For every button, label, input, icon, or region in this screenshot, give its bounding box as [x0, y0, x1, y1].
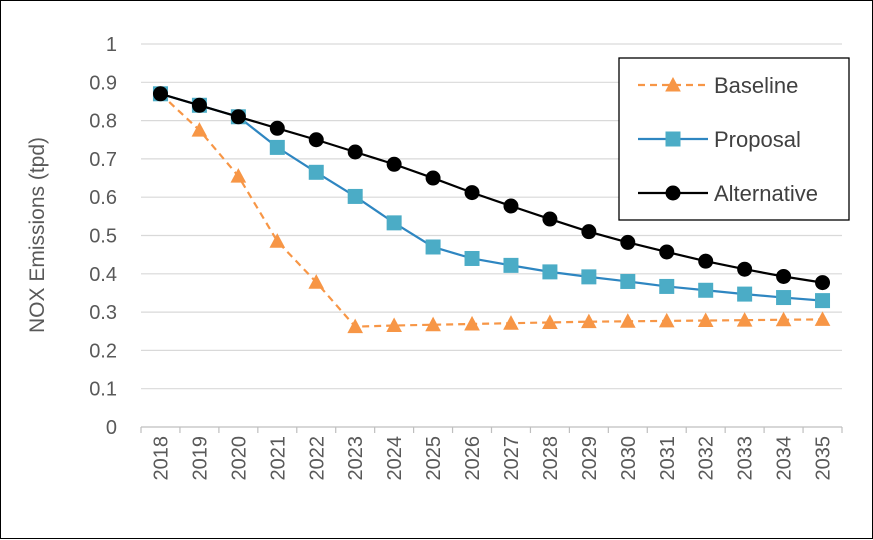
data-point: [386, 215, 402, 231]
y-tick-labels: 0 0.1 0.2 0.3 0.4 0.5 0.6 0.7 0.8 0.9 1: [89, 34, 117, 439]
data-point: [581, 313, 597, 329]
data-point: [775, 311, 792, 327]
data-point: [736, 312, 753, 327]
data-point: [737, 286, 753, 302]
data-point: [503, 198, 519, 214]
data-point: [620, 234, 636, 250]
data-point: [737, 261, 753, 277]
data-point: [619, 313, 636, 328]
data-point: [503, 315, 519, 330]
data-point: [269, 233, 286, 248]
legend-marker: [665, 76, 681, 92]
legend-label: Baseline: [714, 73, 798, 98]
y-tick-label: 0.6: [89, 187, 117, 209]
x-tick-label: 2022: [306, 436, 328, 481]
x-tick-label: 2033: [735, 436, 757, 481]
data-point: [347, 144, 363, 160]
x-tick-label: 2020: [228, 436, 250, 481]
y-axis-label: NOX Emissions (tpd): [26, 137, 49, 333]
legend-marker: [665, 185, 681, 201]
data-point: [658, 312, 675, 328]
data-point: [308, 132, 324, 148]
x-tick-label: 2026: [462, 436, 484, 481]
y-tick-label: 0.4: [89, 264, 117, 286]
data-point: [152, 86, 168, 102]
x-tick-label: 2024: [384, 436, 406, 481]
data-point: [776, 268, 792, 284]
x-tick-label: 2029: [579, 436, 601, 481]
data-point: [386, 317, 402, 333]
x-tick-label: 2027: [501, 436, 523, 481]
y-tick-label: 0.2: [89, 340, 117, 362]
data-point: [581, 224, 597, 240]
data-point: [659, 244, 675, 260]
data-point: [697, 312, 714, 328]
legend-label: Proposal: [714, 127, 801, 152]
data-point: [425, 316, 441, 332]
data-point: [230, 109, 246, 125]
data-point: [776, 290, 792, 306]
x-tick-labels: 2018 2019 2020 2021 2022 2023 2024 2025 2026 2027…: [140, 427, 843, 481]
x-tick-label: 2018: [150, 436, 172, 481]
data-point: [269, 120, 285, 136]
data-point: [581, 269, 597, 285]
x-tick-label: 2031: [657, 436, 679, 481]
x-tick-label: 2019: [189, 436, 211, 481]
y-tick-label: 0.5: [89, 226, 117, 248]
data-point: [464, 185, 480, 201]
x-tick-label: 2023: [345, 436, 367, 481]
legend-entry: Proposal: [638, 127, 801, 152]
data-point: [542, 264, 558, 280]
data-point: [308, 164, 324, 180]
x-tick-label: 2035: [813, 436, 835, 481]
x-tick-label: 2030: [618, 436, 640, 481]
series-line: [159, 92, 823, 328]
data-point: [269, 139, 285, 155]
legend-label: Alternative: [714, 181, 818, 206]
data-point: [308, 274, 325, 289]
data-point: [425, 239, 441, 255]
data-point: [814, 311, 831, 326]
data-point: [191, 97, 207, 113]
data-point: [542, 211, 558, 227]
data-point: [698, 253, 714, 269]
legend: Baseline Proposal Alternative: [618, 57, 850, 221]
data-point: [347, 188, 363, 204]
data-point: [620, 273, 636, 289]
x-tick-label: 2025: [423, 436, 445, 481]
y-tick-label: 0.1: [89, 379, 117, 401]
x-tick-label: 2032: [696, 436, 718, 481]
legend-entry: Alternative: [638, 181, 818, 206]
data-point: [464, 315, 480, 331]
data-point: [659, 278, 675, 294]
y-tick-label: 0: [106, 417, 117, 439]
y-tick-label: 0.8: [89, 111, 117, 133]
x-tick-label: 2034: [774, 436, 796, 481]
data-point: [425, 170, 441, 186]
data-point: [815, 275, 831, 291]
data-point: [191, 122, 208, 137]
x-tick-label: 2028: [540, 436, 562, 481]
data-point: [464, 250, 480, 266]
y-tick-label: 0.7: [89, 149, 117, 171]
data-point: [230, 168, 247, 183]
x-tick-label: 2021: [267, 436, 289, 481]
series-alternative: [152, 86, 831, 291]
data-point: [503, 257, 519, 273]
data-point: [386, 156, 402, 172]
legend-marker: [665, 131, 681, 147]
y-tick-label: 0.9: [89, 72, 117, 94]
data-point: [815, 293, 831, 309]
data-point: [347, 318, 364, 334]
y-tick-label: 0.3: [89, 302, 117, 324]
series-layer: [152, 85, 831, 334]
data-point: [542, 314, 558, 329]
legend-entry: Baseline: [638, 73, 798, 98]
y-tick-label: 1: [106, 34, 117, 56]
data-point: [698, 282, 714, 298]
